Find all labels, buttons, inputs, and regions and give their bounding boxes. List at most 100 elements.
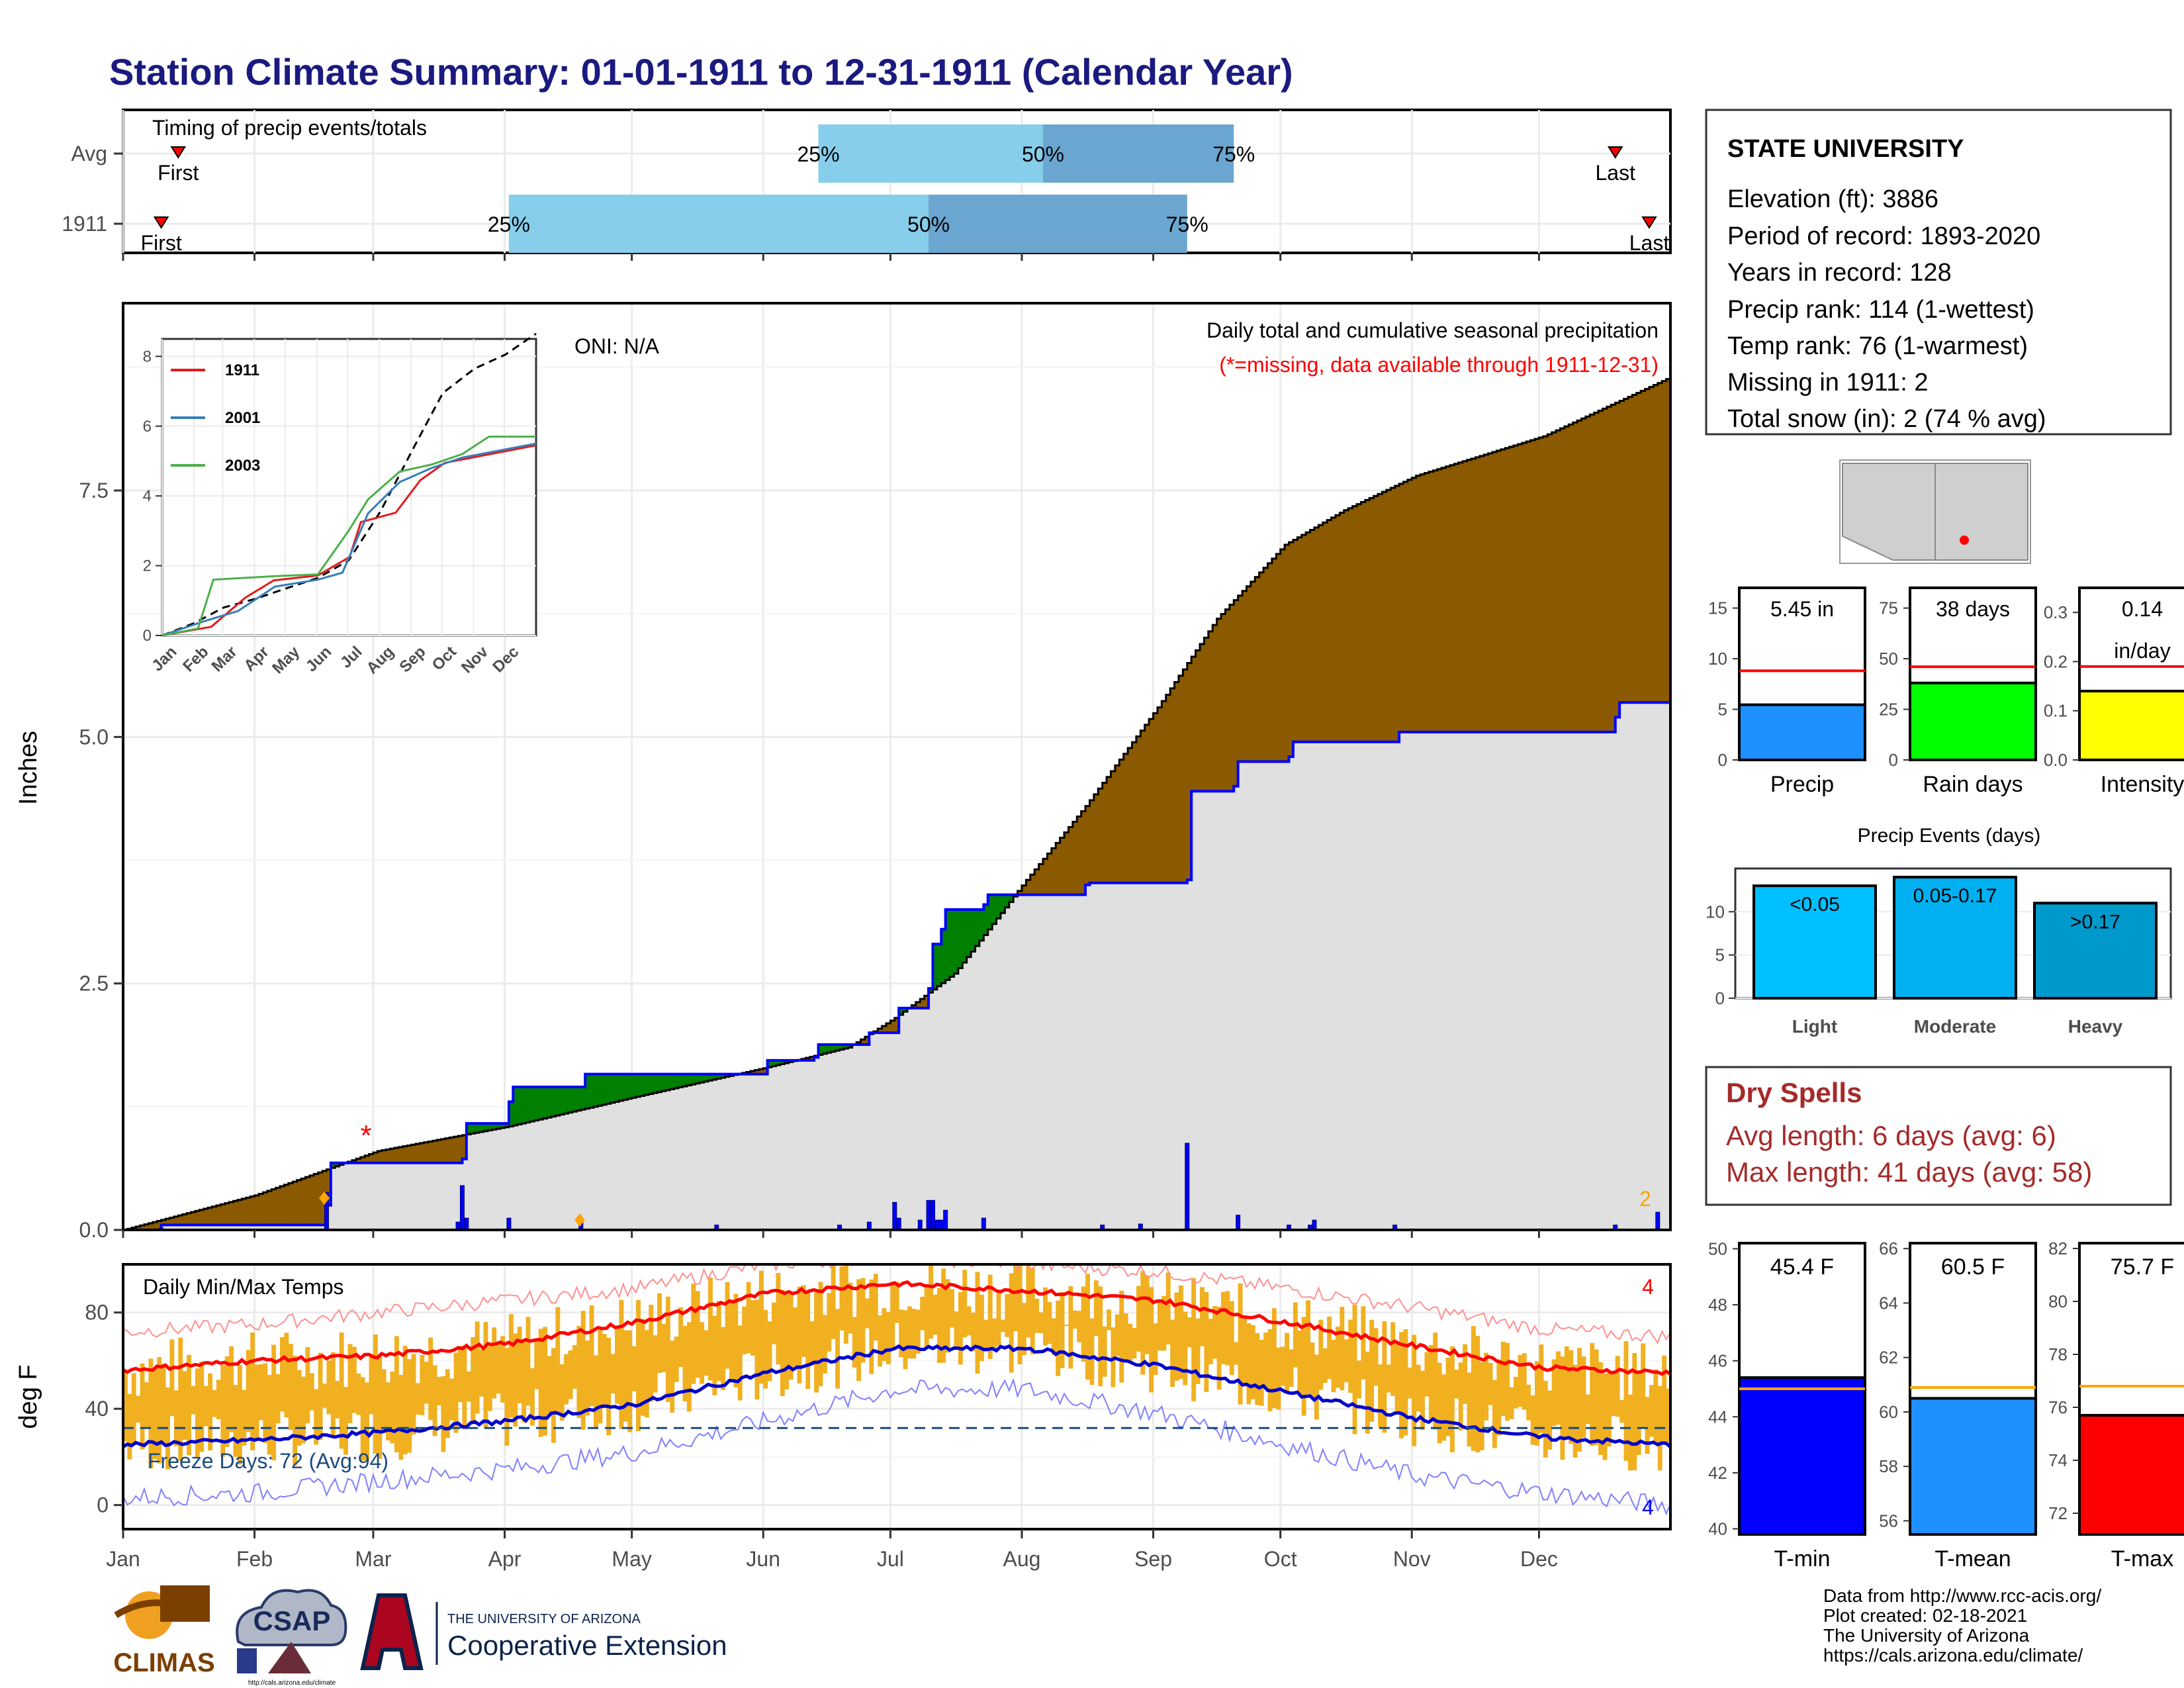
daily-temp-bar [420, 1354, 425, 1415]
surplus-sliver [704, 1074, 709, 1082]
deficit-sliver [1390, 488, 1396, 742]
daily-temp-bar [1098, 1286, 1103, 1387]
daily-temp-bar [136, 1395, 141, 1423]
daily-temp-bar [140, 1363, 145, 1450]
daily-temp-bar [182, 1371, 187, 1440]
daily-temp-bar [971, 1312, 976, 1352]
daily-temp-bar [1611, 1372, 1616, 1416]
dry-spells-box: Dry Spells Avg length: 6 days (avg: 6) M… [1705, 1066, 2172, 1206]
daily-temp-bar [1564, 1346, 1569, 1439]
daily-precip-bar [892, 1201, 897, 1230]
surplus-sliver [682, 1074, 688, 1087]
daily-temp-bar [1382, 1321, 1387, 1433]
daily-temp-bar [1250, 1325, 1255, 1399]
deficit-sliver [915, 1002, 921, 1008]
daily-temp-bar [1030, 1268, 1035, 1354]
daily-temp-bar [640, 1319, 645, 1416]
daily-temp-bar [1518, 1354, 1523, 1407]
daily-temp-bar [445, 1369, 450, 1438]
daily-temp-bar [1199, 1287, 1205, 1346]
deficit-sliver [1340, 512, 1345, 742]
surplus-sliver [945, 909, 950, 980]
precip-events-chart: Precip Events (days) 0 5 10 <0.05 Light 0.05-… [1706, 825, 2172, 1037]
timing-label: Timing of precip events/totals [152, 116, 427, 140]
daily-temp-bar [1123, 1313, 1128, 1363]
temp-bar-label: T-mean [1934, 1546, 2011, 1571]
timing-pct-label: 75% [1212, 142, 1255, 166]
daily-temp-bar [1623, 1341, 1629, 1461]
surplus-sliver [636, 1074, 641, 1097]
daily-temp-bar [1386, 1364, 1391, 1393]
daily-temp-bar [1064, 1325, 1069, 1327]
surplus-sliver [475, 1123, 480, 1133]
temp-bar-value [1909, 1397, 2037, 1536]
surplus-sliver [661, 1074, 666, 1092]
credit-line: Plot created: 02-18-2021 [1823, 1605, 2027, 1626]
daily-temp-bar [911, 1309, 917, 1359]
deficit-sliver [1191, 657, 1197, 792]
deficit-sliver [1488, 453, 1493, 732]
deficit-sliver [1187, 663, 1192, 880]
surplus-sliver [665, 1074, 670, 1090]
daily-temp-bar [691, 1284, 696, 1384]
daily-temp-bar [1666, 1388, 1670, 1442]
daily-temp-bar [1115, 1314, 1120, 1356]
y-tick-label: 78 [2048, 1344, 2068, 1364]
temp-bar-value-label: 75.7 F [2111, 1254, 2174, 1280]
surplus-sliver [678, 1074, 684, 1088]
deficit-sliver [237, 1199, 242, 1225]
daily-temp-bar [288, 1344, 293, 1430]
daily-temp-bar [318, 1352, 323, 1440]
daily-temp-bar [606, 1337, 612, 1436]
y-tick-label: 0 [143, 627, 152, 645]
daily-temp-bar [449, 1378, 455, 1421]
first-event-label: First [158, 161, 199, 185]
daily-temp-bar [1594, 1349, 1599, 1445]
event-bar [2033, 902, 2158, 1000]
event-bar [1893, 876, 2017, 1000]
daily-temp-bar [1000, 1319, 1005, 1333]
y-tick-label: 0 [1889, 750, 1898, 770]
csap-wordmark: CSAP [253, 1605, 331, 1636]
inset-series-line [161, 442, 537, 637]
deficit-sliver [1301, 535, 1306, 742]
deficit-sliver [1348, 508, 1353, 742]
daily-temp-bar [424, 1362, 429, 1404]
daily-temp-bar [314, 1389, 319, 1445]
y-tick-label: 0 [1718, 750, 1727, 770]
deficit-sliver [1572, 422, 1578, 732]
deficit-sliver [1657, 383, 1662, 703]
surplus-sliver [716, 1074, 721, 1079]
daily-temp-bar [131, 1373, 136, 1444]
deficit-sliver [381, 1150, 387, 1163]
daily-temp-bar [1331, 1339, 1336, 1393]
hot-count: 4 [1642, 1275, 1654, 1299]
deficit-sliver [1467, 459, 1472, 732]
daily-temp-bar [466, 1371, 471, 1402]
deficit-sliver [1378, 494, 1383, 742]
deficit-sliver [1641, 391, 1646, 703]
daily-temp-bar [487, 1346, 492, 1411]
temp-label: Daily Min/Max Temps [143, 1275, 343, 1299]
daily-temp-bar [1060, 1291, 1065, 1368]
daily-temp-bar [780, 1289, 785, 1397]
temp-bar-value [1738, 1376, 1866, 1536]
deficit-sliver [254, 1195, 259, 1225]
daily-temp-bar [191, 1385, 196, 1415]
inset-frame [161, 338, 537, 637]
deficit-sliver [1522, 442, 1527, 732]
daily-precip-bar [926, 1199, 931, 1230]
y-tick-label: 72 [2048, 1503, 2068, 1523]
deficit-sliver [1505, 447, 1510, 732]
daily-precip-bar [1236, 1215, 1241, 1230]
daily-temp-bar [1310, 1342, 1315, 1398]
deficit-sliver [1564, 426, 1569, 732]
deficit-sliver [1619, 400, 1625, 703]
climas-wordmark: CLIMAS [113, 1648, 214, 1677]
daily-temp-bar [1161, 1295, 1167, 1351]
deficit-sliver [1153, 713, 1158, 883]
daily-temp-bar [1072, 1310, 1077, 1329]
timing-pct-label: 75% [1166, 212, 1208, 236]
surplus-sliver [721, 1074, 726, 1078]
deficit-sliver [1365, 500, 1370, 742]
